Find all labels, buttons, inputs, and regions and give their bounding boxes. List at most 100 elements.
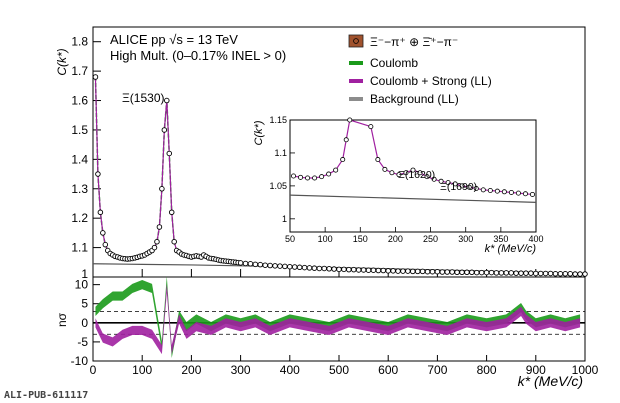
data-point [577, 271, 583, 277]
inset-data-point [305, 175, 311, 181]
inset-y-tick-label: 1 [282, 214, 287, 224]
data-point [552, 271, 559, 277]
data-point [102, 241, 109, 248]
main-y-tick-label: 1.1 [71, 241, 88, 255]
x-ticks: 0 100 200 300 400 500 600 700 800 900 1000 [90, 269, 599, 377]
residual-y-label: nσ [55, 312, 69, 327]
inset-data-point [522, 191, 528, 197]
inset-y-tick-label: 1.05 [269, 181, 287, 191]
inset-data-point [382, 166, 388, 172]
data-point [321, 265, 327, 272]
x-tick-label: 100 [132, 363, 152, 377]
inset-x-tick-label: 100 [318, 234, 333, 244]
inset-series [289, 117, 537, 203]
legend-marker-coulomb [349, 61, 363, 65]
inset-data-point [487, 187, 493, 193]
data-point [542, 270, 549, 277]
residual-y-tick-label: 0 [81, 316, 88, 330]
data-point [247, 261, 254, 267]
inset-data-point [375, 157, 381, 163]
data-point [469, 269, 475, 276]
data-point [100, 230, 106, 236]
data-point [528, 270, 534, 276]
inset-data-point [445, 180, 451, 186]
inset-data-point [403, 170, 409, 176]
data-point [375, 267, 382, 274]
data-point [272, 263, 278, 269]
data-point [267, 262, 273, 269]
residual-y-tick-label: 10 [75, 278, 89, 292]
data-point [159, 186, 165, 192]
data-point [523, 270, 529, 276]
data-point [474, 269, 480, 276]
inset-ticks: 50 100 150 200 250 300 350 400 1 1.05 1.1 1.15 [269, 115, 543, 244]
data-point [513, 270, 519, 276]
main-y-tick-label: 1.6 [71, 94, 88, 108]
inset-data-point [480, 187, 486, 193]
data-point [508, 270, 514, 276]
inset-data-point [515, 190, 521, 196]
data-point [557, 271, 564, 277]
data-point [478, 269, 485, 276]
main-y-tick-label: 1.8 [71, 35, 88, 49]
inset-data-point [347, 117, 353, 123]
inset-strong-curve [293, 119, 533, 196]
legend-marker-data [348, 34, 364, 48]
residual-band-coulomb [95, 276, 581, 358]
data-point [306, 265, 313, 271]
data-point [414, 268, 421, 275]
residual-y-tick-label: 5 [81, 297, 88, 311]
data-point [444, 269, 450, 275]
inset-data-point [312, 175, 318, 181]
inset-x-tick-label: 300 [458, 234, 473, 244]
data-point [483, 269, 490, 276]
inset-data-point [473, 186, 479, 192]
x-tick-label: 0 [90, 363, 97, 377]
data-point [582, 271, 588, 277]
inset-data-point [333, 167, 339, 173]
data-point [154, 238, 160, 245]
inset-data-point [466, 184, 472, 190]
data-point [242, 260, 249, 267]
legend-label-background: Background (LL) [370, 92, 459, 106]
data-point [168, 209, 175, 216]
x-axis-label: k* (MeV/c) [518, 373, 583, 389]
inset-data-point [424, 174, 430, 180]
data-point [533, 270, 539, 277]
x-tick-label: 400 [280, 363, 300, 377]
inset-data-point [326, 171, 332, 177]
data-point [459, 269, 465, 276]
data-point [537, 270, 544, 277]
data-point [439, 269, 446, 275]
selection-label: High Mult. (0–0.17% INEL > 0) [110, 48, 286, 63]
inset-data-point [368, 124, 374, 130]
experiment-label: ALICE pp √s = 13 TeV [110, 32, 238, 47]
data-point [311, 265, 318, 271]
data-point [464, 269, 470, 276]
data-point [331, 266, 337, 272]
x-tick-label: 600 [378, 363, 398, 377]
inset-data-point [389, 170, 395, 176]
legend-marker-circle [353, 38, 359, 44]
footer-label: ALI-PUB-611117 [4, 390, 88, 401]
data-point [410, 268, 416, 275]
main-y-tick-label: 1.7 [71, 64, 88, 78]
data-point [380, 267, 387, 274]
x-tick-label: 200 [181, 363, 201, 377]
inset-data-point [459, 183, 465, 189]
inset-data-point [291, 173, 297, 179]
data-point [277, 263, 283, 269]
inset-x-tick-label: 150 [353, 234, 368, 244]
data-point [262, 262, 268, 268]
data-point [161, 127, 168, 133]
peak-label: Ξ(1530) [122, 91, 165, 105]
data-point [326, 266, 332, 272]
inset-annotation-1620: Ξ(1620) [398, 169, 435, 181]
data-point [400, 268, 406, 274]
x-tick-label: 1000 [572, 363, 599, 377]
data-point [365, 267, 372, 273]
data-point [449, 269, 455, 275]
data-point [151, 244, 158, 251]
legend: Ξ⁻−π⁺ ⊕ Ξ̄⁺−π⁻ Coulomb Coulomb + Strong … [348, 34, 492, 106]
